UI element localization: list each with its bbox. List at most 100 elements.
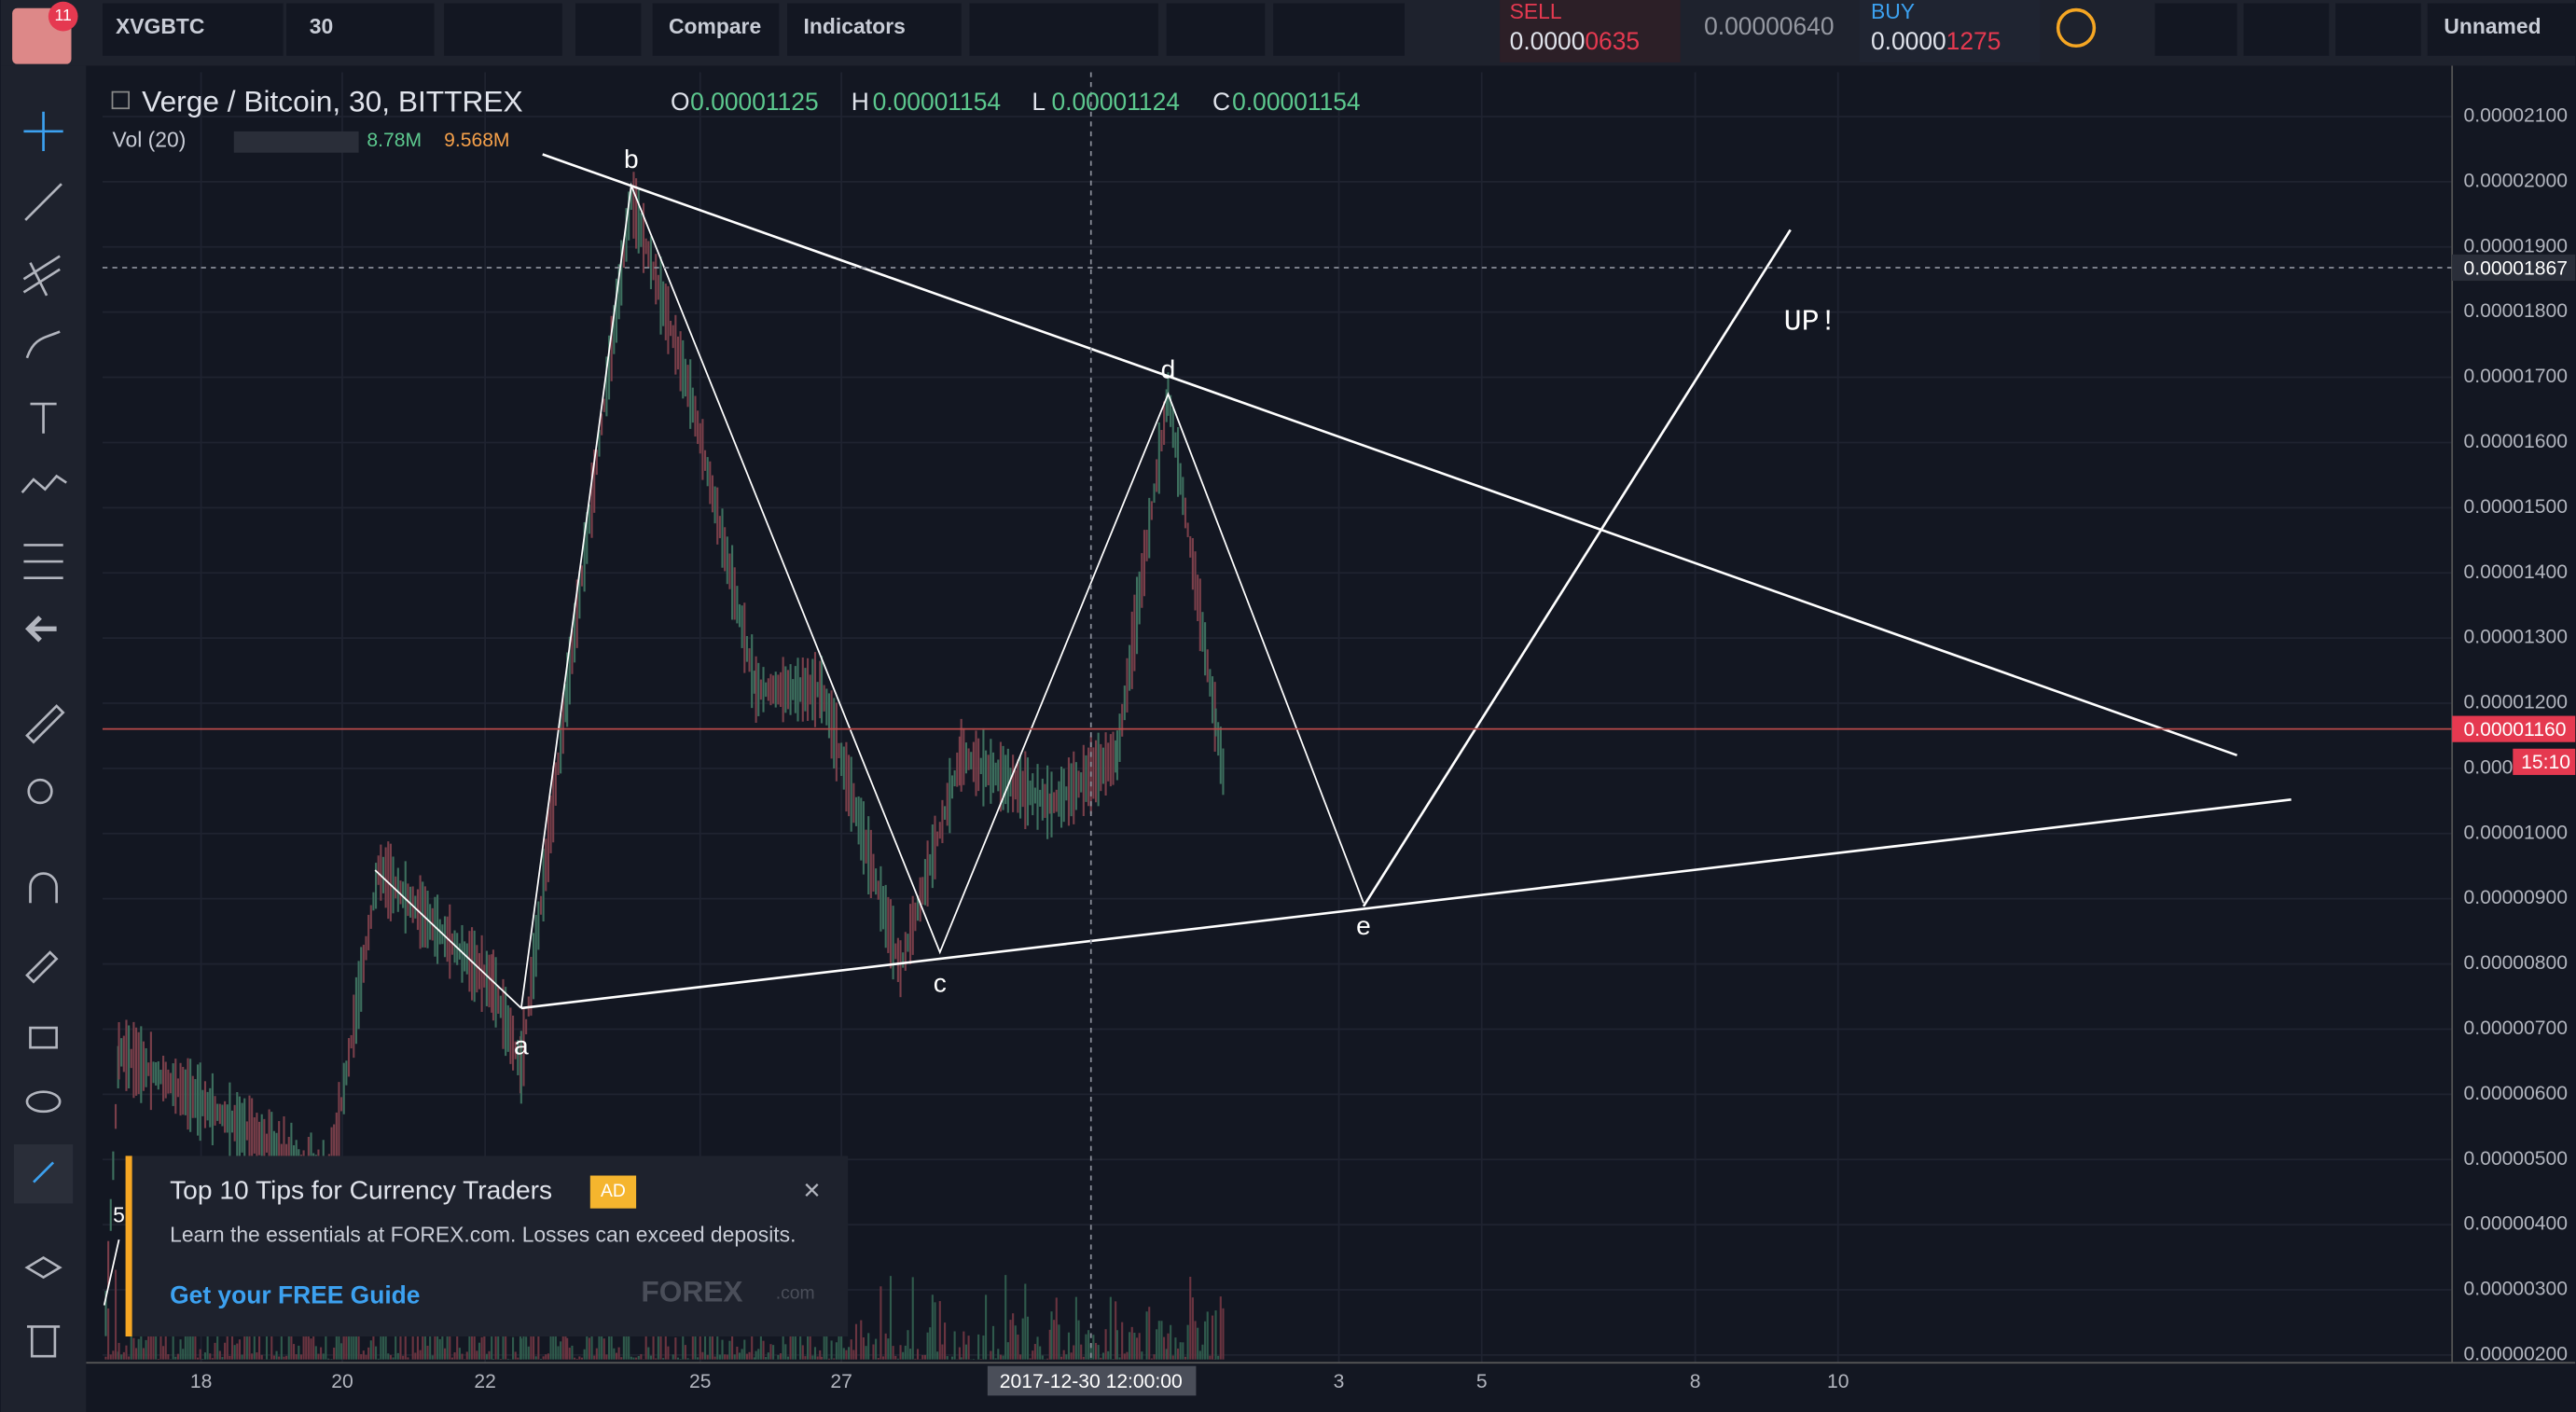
price-axis-bg	[2452, 65, 2576, 1364]
ad-title: Top 10 Tips for Currency Traders	[170, 1176, 552, 1205]
price-axis: 0.00002100 0.00002000 0.00001900 0.00001800…	[2463, 105, 2568, 1365]
price-label: 0.00000200	[2463, 1343, 2568, 1364]
ad-close[interactable]: ×	[803, 1172, 821, 1206]
crosshair-price-box	[2452, 254, 2576, 282]
buy-price: 0.00001275	[1871, 27, 2001, 55]
price-label: 0.00001600	[2463, 431, 2568, 452]
tool-brush[interactable]	[25, 330, 61, 359]
symbol-box[interactable]	[102, 3, 284, 56]
tool-lock-draw[interactable]	[25, 950, 59, 984]
interval[interactable]: 30	[310, 14, 333, 38]
ohlc-label: H	[852, 88, 869, 116]
indicators-box[interactable]	[787, 3, 962, 56]
tool-link[interactable]	[33, 1161, 55, 1184]
symbol[interactable]: XVGBTC	[116, 14, 204, 38]
volume-title[interactable]: Vol (20)	[113, 127, 187, 151]
price-label: 0.00000300	[2463, 1279, 2568, 1300]
time-label: 20	[331, 1371, 353, 1392]
price-label: 0.00000400	[2463, 1213, 2568, 1235]
price-label: 0.00001900	[2463, 235, 2568, 256]
countdown-box	[2513, 748, 2576, 775]
ad-brand: FOREX	[641, 1275, 742, 1308]
chart-style[interactable]	[444, 3, 562, 56]
buy-price-tail: 1275	[1946, 27, 2001, 55]
ad-body: Learn the essentials at FOREX.com. Losse…	[170, 1223, 796, 1247]
collapse-icon[interactable]	[111, 90, 130, 110]
tool-eye[interactable]	[25, 1090, 62, 1114]
ad-brand-suffix: .com	[776, 1282, 815, 1303]
badge-bg	[48, 1, 78, 32]
ad-link[interactable]: Get your FREE Guide	[170, 1281, 420, 1309]
ad-badge: AD	[601, 1181, 626, 1201]
tool-prediction[interactable]	[23, 544, 63, 580]
sell-box[interactable]	[1500, 0, 1681, 62]
settings[interactable]	[575, 3, 642, 56]
tool-zoom[interactable]	[27, 778, 53, 805]
crosshair-time: 2017-12-30 12:00:00	[1000, 1371, 1183, 1392]
time-label: 5	[1476, 1371, 1488, 1392]
up-annotation: UP!	[1784, 305, 1837, 339]
volume-icons[interactable]	[233, 131, 359, 153]
price-label: 0.0000	[2463, 756, 2524, 778]
time-label: 8	[1690, 1371, 1701, 1392]
price-label: 0.00001700	[2463, 366, 2568, 387]
ohlc-label: C	[1212, 88, 1230, 116]
tool-layers[interactable]	[24, 1255, 62, 1280]
tool-ruler[interactable]	[25, 704, 65, 744]
price-label: 0.00000500	[2463, 1148, 2568, 1170]
zigzag-lead	[374, 869, 522, 1009]
buy-box[interactable]	[1859, 0, 2041, 62]
ohlc-label: L	[1032, 88, 1046, 116]
save-layout[interactable]	[2335, 3, 2421, 56]
tool-lock[interactable]	[29, 1026, 58, 1049]
tool-back[interactable]	[24, 616, 57, 643]
undo-redo[interactable]	[1166, 3, 1266, 56]
load-layout[interactable]	[2243, 3, 2330, 56]
price-label: 0.00001800	[2463, 300, 2568, 322]
tool-trash[interactable]	[26, 1325, 61, 1358]
time-label: 25	[689, 1371, 711, 1392]
tool-text[interactable]	[30, 402, 57, 434]
time-axis-bg	[86, 1363, 2576, 1412]
price-label: 0.00001200	[2463, 692, 2568, 713]
tool-magnet[interactable]	[29, 872, 58, 904]
volume-value: 8.78M	[367, 130, 422, 151]
ohlc-label: O	[671, 88, 690, 116]
zigzag-5	[103, 1239, 120, 1306]
wave-label: d	[1161, 354, 1176, 383]
indicators[interactable]: Indicators	[804, 14, 906, 38]
tool-pattern[interactable]	[21, 474, 67, 494]
layout-name[interactable]: Unnamed	[2444, 14, 2541, 38]
symbol-title[interactable]: Verge / Bitcoin, 30, BITTREX	[142, 84, 522, 118]
tool-crosshair[interactable]	[23, 111, 63, 151]
price-label: 0.00001400	[2463, 561, 2568, 583]
layout-box[interactable]	[2427, 3, 2576, 56]
price-label: 0.00001300	[2463, 627, 2568, 648]
tool-line[interactable]	[24, 183, 62, 221]
drawing-style[interactable]	[2154, 3, 2237, 56]
compare[interactable]: Compare	[669, 14, 761, 38]
alert-ideas[interactable]	[969, 3, 1158, 56]
compare-box[interactable]	[652, 3, 780, 56]
interval-box[interactable]	[286, 3, 435, 56]
time-axis: 18 20 22 25 27 3 5 8 10	[190, 1371, 1849, 1392]
grid	[102, 72, 2453, 1364]
time-label: 27	[830, 1371, 852, 1392]
toolbar-buttons: XVGBTC 30 Compare Indicators SELL 0.0000…	[102, 0, 2576, 62]
ad-accent	[125, 1156, 132, 1337]
wave-label: b	[624, 145, 639, 173]
sell-price-lead: 0.0000	[1510, 27, 1586, 55]
info[interactable]	[2056, 7, 2097, 48]
price-label: 0.00002100	[2463, 105, 2568, 127]
upper-trendline	[542, 153, 2237, 757]
buy-price-lead: 0.0000	[1871, 27, 1946, 55]
price-label: 0.00000600	[2463, 1083, 2568, 1104]
legend: Verge / Bitcoin, 30, BITTREX O 0.0000112…	[111, 84, 1361, 153]
wave-label: 5	[113, 1203, 125, 1227]
time-label: 3	[1334, 1371, 1345, 1392]
ad-box	[125, 1156, 849, 1337]
lower-trendline	[520, 798, 2292, 1010]
fullscreen-replay[interactable]	[1273, 3, 1405, 56]
tool-fib[interactable]	[22, 255, 61, 297]
